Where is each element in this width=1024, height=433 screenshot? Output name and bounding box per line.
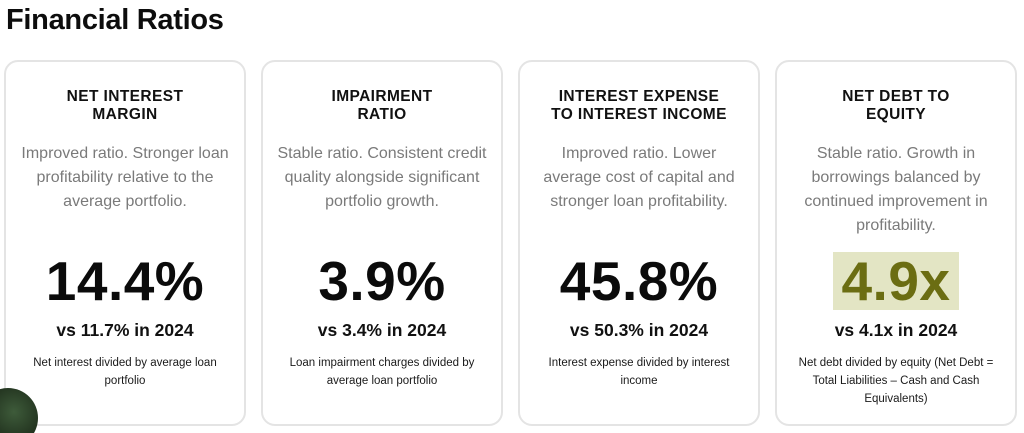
- card-title: INTEREST EXPENSE TO INTEREST INCOME: [528, 88, 750, 124]
- card-title-line: RATIO: [357, 106, 407, 123]
- card-value: 45.8%: [559, 250, 719, 312]
- card-title-line: TO INTEREST INCOME: [551, 106, 727, 123]
- ratio-card-net-interest-margin: NET INTEREST MARGIN Improved ratio. Stro…: [4, 60, 246, 426]
- card-title-line: NET INTEREST: [66, 88, 184, 105]
- card-title: NET INTEREST MARGIN: [14, 88, 236, 124]
- ratio-card-impairment-ratio: IMPAIRMENT RATIO Stable ratio. Consisten…: [261, 60, 503, 426]
- card-title-line: MARGIN: [92, 106, 158, 123]
- card-value: 14.4%: [45, 250, 205, 312]
- card-description: Improved ratio. Lower average cost of ca…: [543, 145, 735, 210]
- card-title: IMPAIRMENT RATIO: [271, 88, 493, 124]
- card-value: 4.9x: [833, 252, 959, 310]
- card-note: Interest expense divided by interest inc…: [548, 357, 730, 387]
- ratio-card-net-debt-to-equity: NET DEBT TO EQUITY Stable ratio. Growth …: [775, 60, 1017, 426]
- page-title: Financial Ratios: [6, 4, 224, 36]
- card-comparison: vs 3.4% in 2024: [317, 320, 447, 340]
- card-title-line: INTEREST EXPENSE: [558, 88, 720, 105]
- card-value: 3.9%: [318, 250, 446, 312]
- card-comparison: vs 11.7% in 2024: [56, 320, 194, 340]
- card-title-line: NET DEBT TO: [842, 88, 950, 105]
- card-note: Net debt divided by equity (Net Debt = T…: [798, 357, 994, 405]
- card-description: Stable ratio. Consistent credit quality …: [277, 145, 487, 210]
- card-note: Loan impairment charges divided by avera…: [289, 357, 475, 387]
- card-comparison: vs 50.3% in 2024: [569, 320, 709, 340]
- card-note: Net interest divided by average loan por…: [33, 357, 217, 387]
- card-description: Improved ratio. Stronger loan profitabil…: [21, 145, 229, 210]
- card-comparison: vs 4.1x in 2024: [834, 320, 958, 340]
- card-value-highlighted: 4.9x: [777, 248, 1015, 314]
- card-title: NET DEBT TO EQUITY: [785, 88, 1007, 124]
- ratio-card-interest-expense: INTEREST EXPENSE TO INTEREST INCOME Impr…: [518, 60, 760, 426]
- card-description: Stable ratio. Growth in borrowings balan…: [804, 145, 988, 234]
- ratio-cards: NET INTEREST MARGIN Improved ratio. Stro…: [4, 60, 1020, 428]
- card-title-line: EQUITY: [865, 106, 927, 123]
- card-title-line: IMPAIRMENT: [331, 88, 433, 105]
